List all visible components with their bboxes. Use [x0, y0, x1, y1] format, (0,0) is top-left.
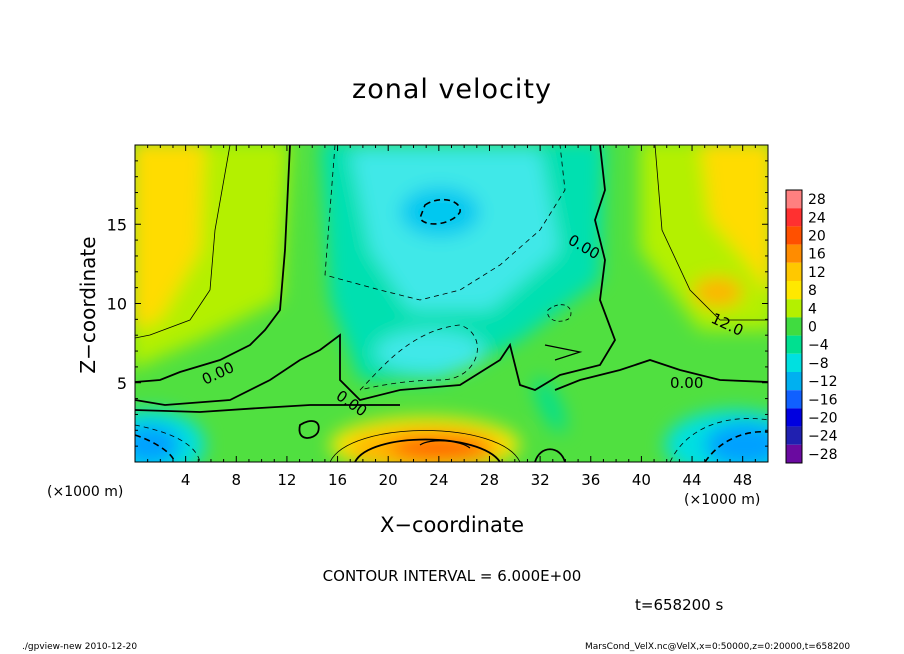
colorbar-label: −16	[808, 392, 838, 408]
x-tick-label: 12	[277, 471, 296, 489]
colorbar-label: 12	[808, 265, 826, 281]
contour-interval-annotation: CONTOUR INTERVAL = 6.000E+00	[322, 567, 582, 585]
colorbar-swatch	[786, 335, 802, 354]
x-axis-unit-right: (×1000 m)	[684, 492, 761, 508]
colorbar-swatch	[786, 353, 802, 372]
y-tick-label: 5	[117, 374, 127, 393]
x-tick-label: 20	[379, 471, 398, 489]
colorbar-swatch	[786, 408, 802, 427]
y-axis: 5 10 15	[107, 160, 768, 447]
x-axis: 4 8 12 16 20 24 28 32 36 40 44 48	[147, 145, 756, 489]
colorbar-swatch	[786, 299, 802, 318]
colorbar-label: 4	[808, 301, 817, 317]
colorbar-swatch	[786, 244, 802, 263]
y-tick-label: 10	[107, 295, 127, 314]
x-tick-label: 4	[181, 471, 191, 489]
colorbar-swatch	[786, 390, 802, 409]
x-tick-label: 44	[682, 471, 701, 489]
x-tick-label: 28	[480, 471, 499, 489]
colorbar-swatch	[786, 190, 802, 209]
time-annotation: t=658200 s	[635, 596, 724, 614]
colorbar-swatch	[786, 372, 802, 391]
colorbar-swatch	[786, 281, 802, 300]
colorbar-swatch	[786, 208, 802, 227]
x-axis-unit-left: (×1000 m)	[47, 484, 124, 500]
x-tick-label: 8	[232, 471, 242, 489]
colorbar-label: 16	[808, 247, 826, 263]
y-tick-label: 15	[107, 215, 127, 234]
colorbar-label: −8	[808, 356, 829, 372]
colorbar-label: −20	[808, 411, 838, 427]
heatmap-field	[135, 145, 768, 462]
y-axis-label: Z−coordinate	[76, 236, 100, 374]
colorbar-label: −28	[808, 447, 838, 463]
x-tick-label: 40	[632, 471, 651, 489]
colorbar-swatch	[786, 444, 802, 463]
colorbar: 28 24 20 16 12 8 4 0 −4 −8 −12 −16 −20 −24 −28	[785, 189, 838, 464]
colorbar-frame	[785, 189, 803, 464]
colorbar-label: 0	[808, 320, 817, 336]
x-tick-label: 24	[429, 471, 448, 489]
x-tick-label: 48	[733, 471, 752, 489]
x-tick-label: 16	[328, 471, 347, 489]
x-axis-label: X−coordinate	[380, 513, 524, 537]
colorbar-label: 8	[808, 283, 817, 299]
x-tick-label: 32	[531, 471, 550, 489]
colorbar-label: −4	[808, 338, 829, 354]
colorbar-swatch	[786, 226, 802, 245]
colorbar-swatch	[786, 426, 802, 445]
colorbar-label: 24	[808, 210, 826, 226]
footer-right: MarsCond_VelX.nc@VelX,x=0:50000,z=0:2000…	[585, 642, 851, 652]
contour-label: 0.00	[670, 374, 703, 392]
colorbar-label: 28	[808, 192, 826, 208]
chart-title: zonal velocity	[352, 74, 552, 105]
footer-left: ./gpview-new 2010-12-20	[22, 642, 138, 652]
colorbar-swatch	[786, 262, 802, 281]
colorbar-label: −24	[808, 429, 838, 445]
colorbar-label: −12	[808, 374, 838, 390]
colorbar-label: 20	[808, 229, 826, 245]
x-tick-label: 36	[581, 471, 600, 489]
colorbar-swatch	[786, 317, 802, 336]
contour-lines	[135, 145, 768, 462]
